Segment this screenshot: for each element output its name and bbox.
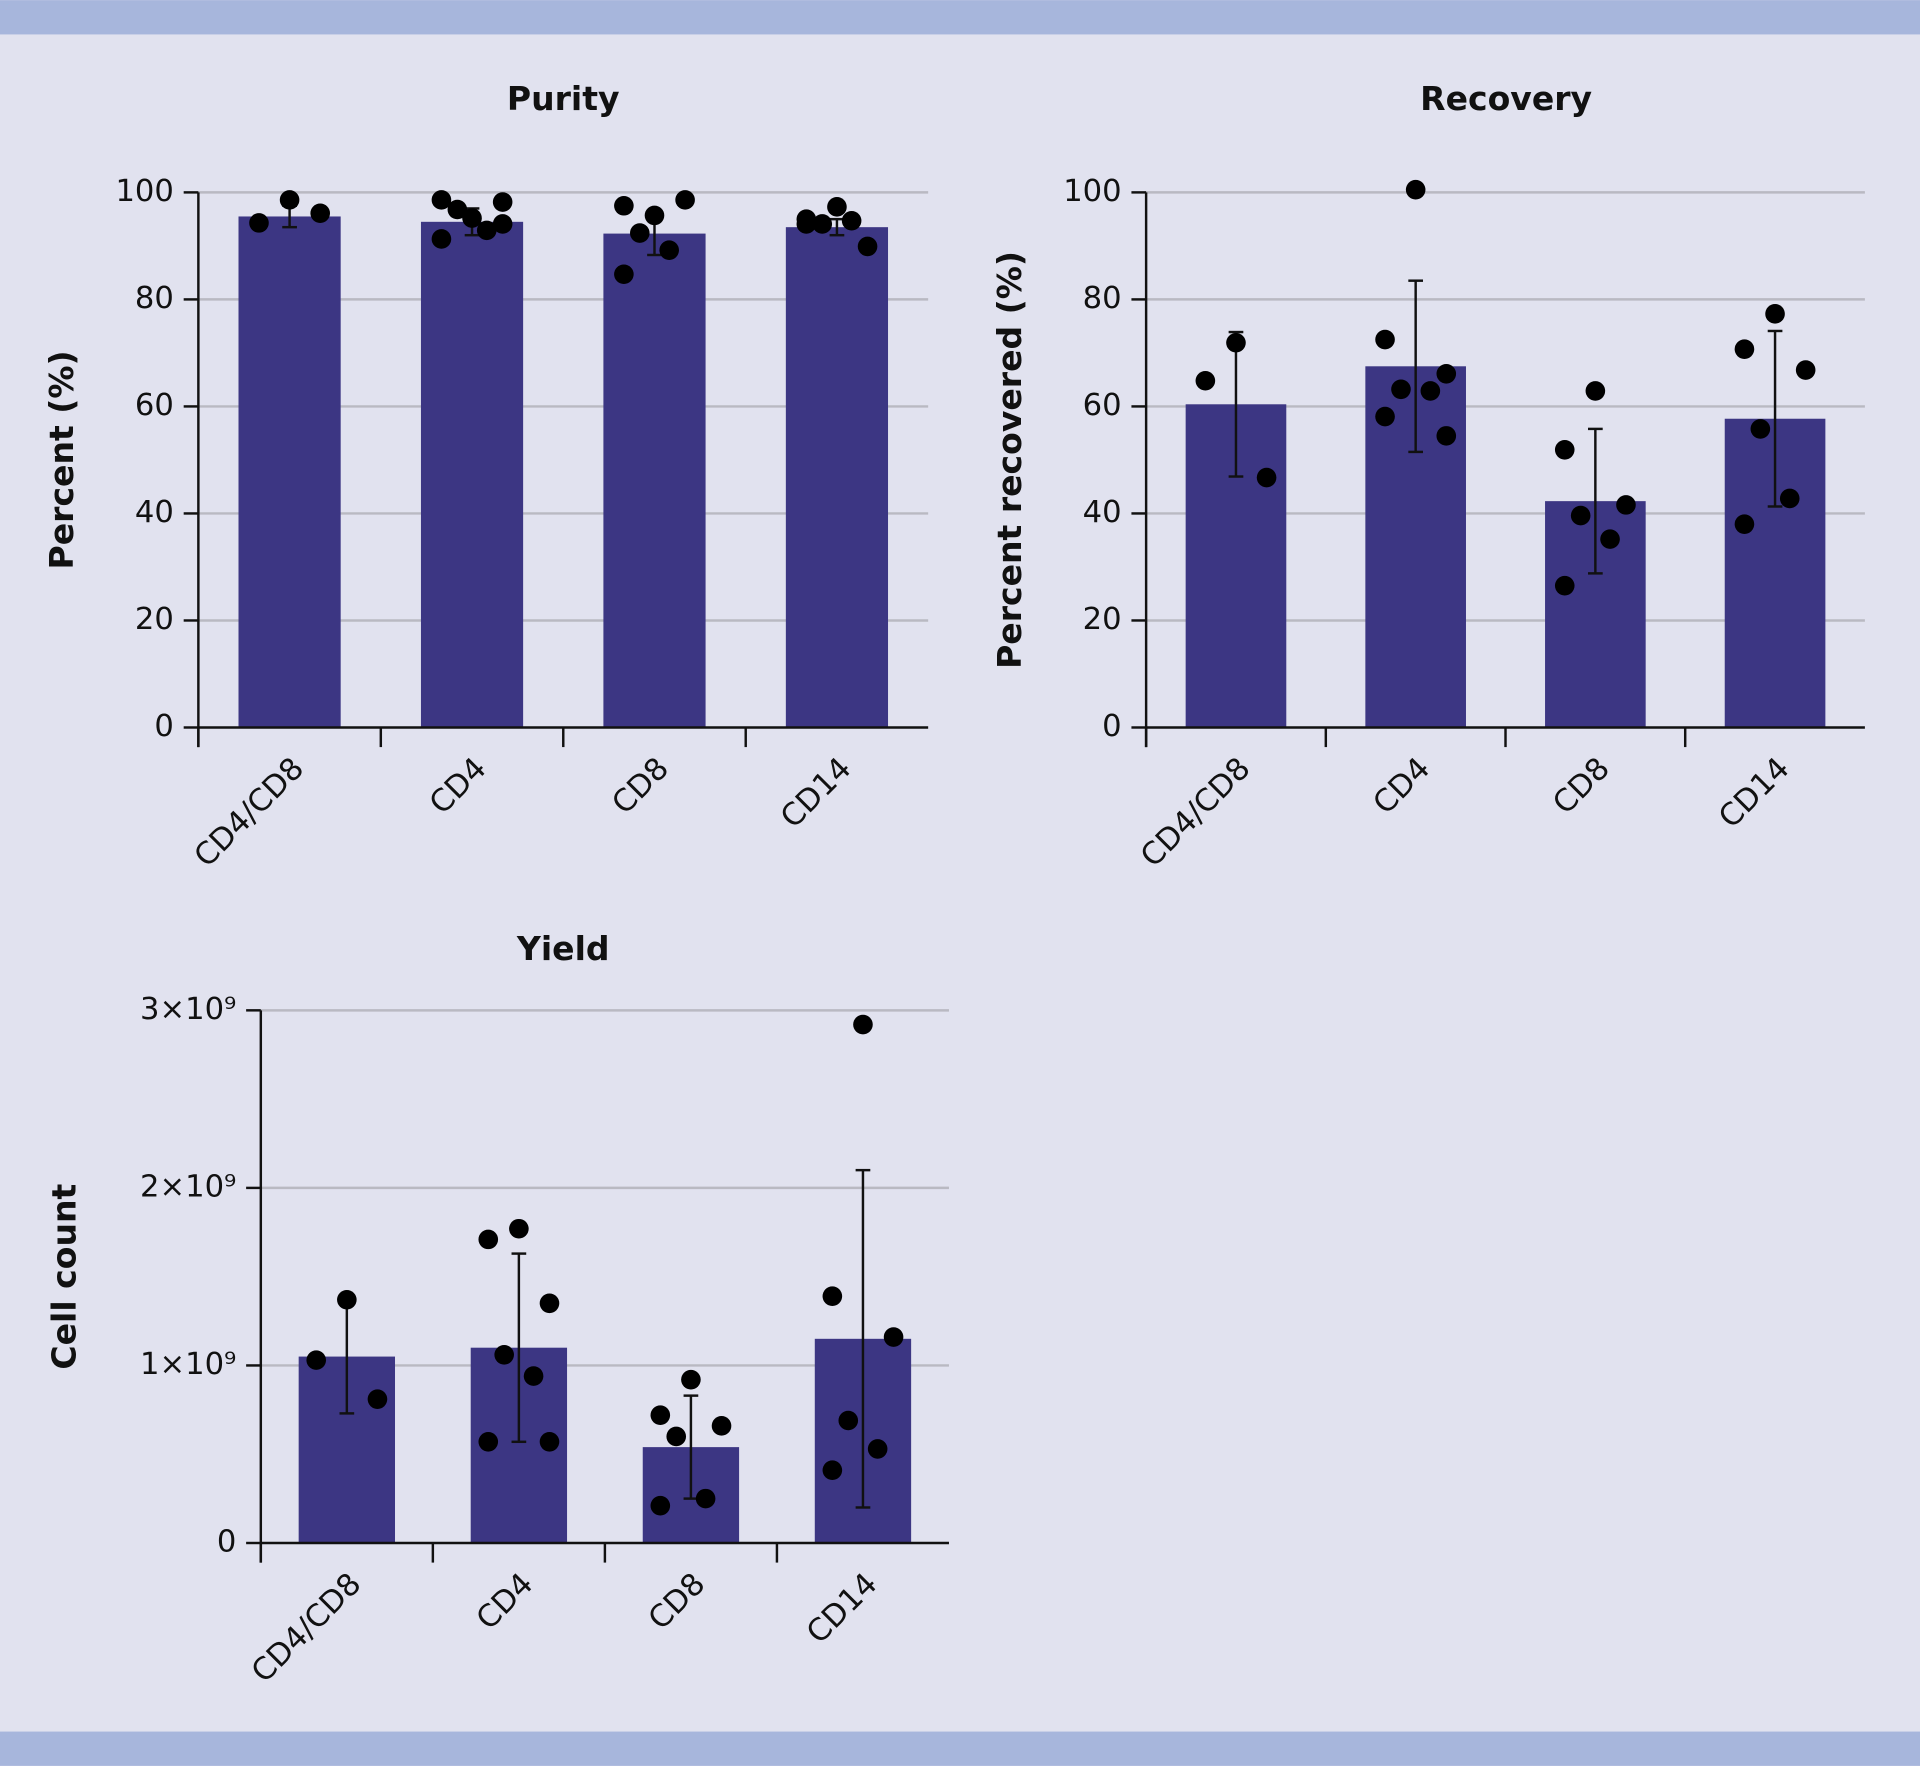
y-tick-label: 100 xyxy=(1063,174,1121,209)
data-point xyxy=(857,236,878,257)
data-point xyxy=(1570,505,1591,526)
data-point xyxy=(853,1014,873,1035)
data-point xyxy=(310,203,330,224)
data-point xyxy=(822,1460,843,1480)
data-point xyxy=(1750,419,1771,439)
data-point xyxy=(675,190,695,210)
data-point xyxy=(1554,439,1575,460)
y-tick-label: 0 xyxy=(1102,709,1121,744)
y-tick-label: 60 xyxy=(135,388,174,423)
data-point xyxy=(1600,529,1620,549)
data-point xyxy=(476,220,497,241)
data-point xyxy=(1405,179,1426,200)
data-point xyxy=(1391,379,1411,400)
data-point xyxy=(447,199,468,220)
chart-title: Yield xyxy=(516,929,610,968)
data-point xyxy=(883,1327,904,1347)
data-point xyxy=(666,1426,687,1447)
y-tick-label: 40 xyxy=(135,495,174,530)
data-point xyxy=(509,1218,529,1239)
bar xyxy=(420,221,524,728)
data-point xyxy=(494,1345,514,1365)
y-tick-label: 20 xyxy=(1083,602,1122,637)
data-point xyxy=(659,240,679,260)
data-point xyxy=(1734,514,1755,534)
data-point xyxy=(681,1369,701,1390)
data-point xyxy=(1795,360,1816,380)
data-point xyxy=(1436,426,1457,446)
data-point xyxy=(492,214,513,234)
data-point xyxy=(1436,363,1457,384)
data-point xyxy=(478,1229,499,1250)
y-tick-label: 100 xyxy=(115,174,173,209)
y-axis-label: Cell count xyxy=(45,1183,84,1369)
data-point xyxy=(1226,332,1246,353)
bar xyxy=(603,233,706,728)
data-point xyxy=(711,1416,732,1436)
data-point xyxy=(1779,488,1800,509)
data-point xyxy=(838,1410,859,1431)
data-point xyxy=(614,264,634,285)
top-band xyxy=(0,0,1920,35)
data-point xyxy=(478,1432,499,1452)
data-point xyxy=(796,209,817,229)
data-point xyxy=(1765,304,1785,324)
data-point xyxy=(630,223,650,243)
y-axis-label: Percent (%) xyxy=(42,350,81,569)
y-tick-label: 0 xyxy=(154,709,173,744)
data-point xyxy=(249,213,269,233)
chart-title: Purity xyxy=(507,79,620,118)
data-point xyxy=(431,190,452,210)
y-tick-label: 60 xyxy=(1083,388,1122,423)
data-point xyxy=(812,214,833,234)
data-point xyxy=(431,229,452,249)
data-point xyxy=(1585,381,1606,401)
data-point xyxy=(367,1389,388,1409)
data-point xyxy=(539,1432,560,1452)
y-tick-label: 1×10⁹ xyxy=(140,1347,236,1382)
data-point xyxy=(827,197,847,217)
y-tick-label: 80 xyxy=(1083,281,1122,316)
data-point xyxy=(695,1488,716,1509)
data-point xyxy=(1375,329,1395,350)
data-point xyxy=(1195,370,1216,391)
y-tick-label: 20 xyxy=(135,602,174,637)
data-point xyxy=(279,190,300,210)
data-point xyxy=(822,1286,843,1306)
data-point xyxy=(650,1495,671,1516)
bar xyxy=(785,227,889,728)
bottom-band xyxy=(0,1731,1920,1766)
y-tick-label: 80 xyxy=(135,281,174,316)
y-tick-label: 3×10⁹ xyxy=(140,992,236,1027)
data-point xyxy=(306,1350,327,1370)
data-point xyxy=(644,205,665,226)
data-point xyxy=(539,1293,560,1314)
data-point xyxy=(867,1439,888,1459)
data-point xyxy=(462,208,482,228)
data-point xyxy=(1734,339,1755,359)
data-point xyxy=(337,1289,357,1310)
data-point xyxy=(1420,381,1441,401)
data-point xyxy=(614,195,634,216)
data-point xyxy=(650,1405,671,1425)
data-point xyxy=(1616,495,1636,515)
y-tick-label: 0 xyxy=(217,1525,236,1560)
y-tick-label: 40 xyxy=(1083,495,1122,530)
y-axis-label: Percent recovered (%) xyxy=(990,251,1029,669)
chart-title: Recovery xyxy=(1420,79,1592,118)
data-point xyxy=(1554,575,1575,596)
data-point xyxy=(492,192,513,212)
data-point xyxy=(1256,467,1277,488)
data-point xyxy=(841,210,862,231)
bar xyxy=(238,216,341,728)
data-point xyxy=(523,1366,544,1386)
data-point xyxy=(1375,406,1395,427)
y-tick-label: 2×10⁹ xyxy=(140,1169,236,1204)
